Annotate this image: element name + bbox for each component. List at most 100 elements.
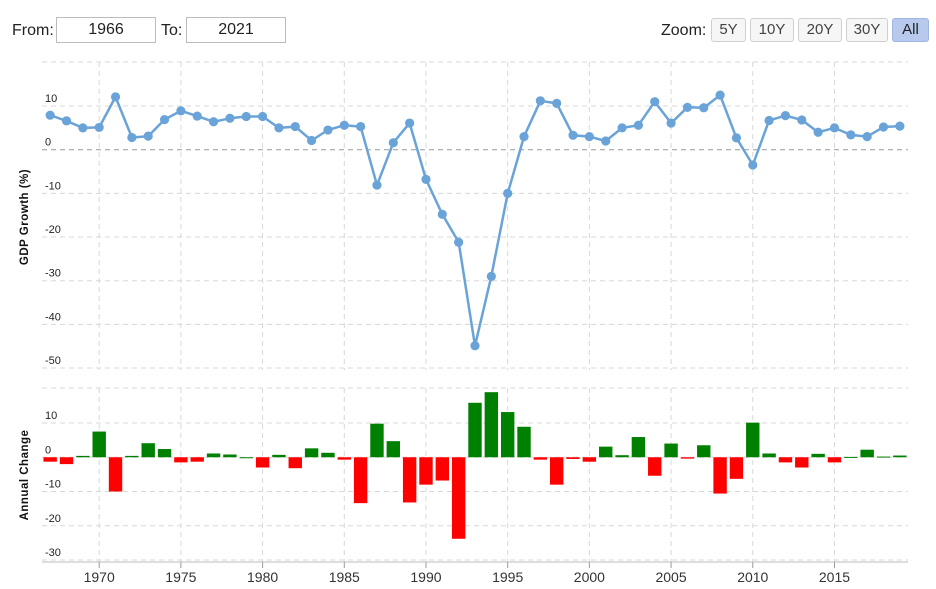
- gdp-growth-point: [862, 131, 872, 142]
- bar-panel-y-axis-title: Annual Change: [19, 430, 31, 521]
- annual-change-bar: [533, 457, 548, 460]
- annual-change-bar: [795, 457, 809, 468]
- gdp-growth-point: [552, 98, 562, 109]
- gdp-growth-point: [601, 136, 611, 146]
- annual-change-bar: [860, 449, 874, 458]
- annual-change-bar: [876, 456, 891, 458]
- gdp-growth-point: [813, 127, 823, 137]
- annual-change-bar: [76, 455, 90, 458]
- gdp-growth-point: [225, 113, 235, 123]
- annual-change-bar: [125, 455, 139, 458]
- annual-change-bar: [599, 446, 613, 458]
- annual-change-bar: [419, 457, 433, 485]
- annual-change-bar: [108, 457, 123, 492]
- to-label: To:: [161, 22, 183, 39]
- gdp-growth-point: [633, 120, 643, 130]
- annual-change-bar: [304, 448, 319, 458]
- gdp-growth-point: [94, 122, 104, 133]
- gdp-growth-point: [257, 111, 268, 122]
- annual-change-bar: [370, 423, 384, 458]
- annual-change-bar: [484, 392, 499, 458]
- gdp-growth-point: [584, 131, 594, 142]
- x-axis-tick-label: 2005: [655, 569, 686, 585]
- x-axis-tick-label: 2015: [819, 569, 850, 585]
- gdp-growth-point: [682, 102, 693, 112]
- gdp-growth-point: [290, 121, 300, 132]
- annual-change-bar: [648, 457, 662, 476]
- annual-change-bar: [190, 457, 204, 462]
- gdp-growth-point: [356, 121, 366, 132]
- annual-change-bar: [500, 412, 515, 458]
- annual-change-bar: [59, 457, 74, 465]
- line-panel-y-tick-label: -30: [45, 268, 61, 280]
- gdp-growth-point: [486, 271, 496, 281]
- annual-change-bar: [223, 454, 237, 458]
- from-date-input[interactable]: [56, 17, 156, 43]
- gdp-growth-point: [503, 188, 513, 198]
- annual-change-bar: [729, 457, 744, 479]
- zoom-5y-button[interactable]: 5Y: [711, 18, 746, 42]
- annual-change-bar: [566, 457, 580, 459]
- annual-change-bar: [746, 422, 760, 458]
- gdp-growth-point: [797, 115, 807, 125]
- x-axis-tick-label: 1990: [410, 569, 441, 585]
- gdp-growth-point: [61, 116, 72, 126]
- line-panel-y-tick-label: -40: [45, 311, 61, 323]
- bar-panel-y-tick-label: -20: [45, 513, 61, 525]
- gdp-growth-point: [454, 237, 464, 247]
- line-panel-y-tick-label: -20: [45, 224, 61, 236]
- gdp-growth-point: [780, 111, 791, 121]
- annual-change-bar: [239, 457, 253, 459]
- gdp-growth-point: [110, 92, 121, 102]
- x-axis-tick-label: 1980: [247, 569, 278, 585]
- gdp-growth-point: [829, 123, 840, 133]
- annual-change-bar: [713, 457, 727, 494]
- gdp-growth-point: [535, 96, 545, 106]
- annual-change-bar: [844, 456, 858, 458]
- line-panel-y-tick-label: -10: [45, 180, 61, 192]
- annual-change-bar: [386, 441, 401, 458]
- gdp-growth-point: [127, 132, 137, 143]
- gdp-growth-point: [372, 180, 382, 190]
- zoom-all-button[interactable]: All: [892, 18, 929, 42]
- annual-change-bar: [827, 457, 842, 463]
- annual-change-bar: [353, 457, 368, 504]
- gdp-growth-point: [846, 130, 856, 140]
- to-date-input[interactable]: [186, 17, 286, 43]
- annual-change-bar: [451, 457, 466, 539]
- annual-change-bar: [680, 457, 695, 459]
- annual-change-bar: [435, 457, 450, 481]
- gdp-growth-point: [895, 121, 905, 131]
- annual-change-bar: [157, 449, 172, 458]
- gdp-growth-point: [650, 97, 660, 107]
- annual-change-bar: [664, 443, 678, 458]
- zoom-10y-button[interactable]: 10Y: [750, 18, 794, 42]
- annual-change-bar: [43, 457, 57, 462]
- gdp-growth-point: [143, 131, 153, 141]
- annual-change-bar: [811, 453, 825, 458]
- gdp-growth-point: [208, 117, 219, 127]
- annual-change-bar: [337, 457, 351, 460]
- gdp-growth-point: [159, 114, 170, 125]
- annual-change-bar: [321, 452, 335, 458]
- x-axis-tick-label: 2010: [737, 569, 768, 585]
- gdp-growth-point: [388, 138, 398, 148]
- gdp-growth-point: [699, 103, 709, 113]
- annual-change-bar: [615, 455, 629, 458]
- gdp-growth-point: [715, 90, 725, 100]
- line-panel-y-axis-title: GDP Growth (%): [19, 169, 31, 265]
- annual-change-bar: [697, 445, 711, 458]
- gdp-growth-point: [764, 115, 774, 126]
- gdp-growth-point: [519, 131, 529, 142]
- gdp-growth-point: [339, 120, 349, 130]
- line-panel-y-tick-label: -50: [45, 355, 61, 367]
- x-axis-tick-label: 1970: [84, 569, 115, 585]
- annual-change-bar: [288, 457, 302, 469]
- gdp-growth-point: [666, 118, 676, 128]
- gdp-growth-point: [568, 130, 578, 140]
- gdp-growth-point: [323, 125, 333, 135]
- zoom-20y-button[interactable]: 20Y: [798, 18, 842, 42]
- zoom-30y-button[interactable]: 30Y: [846, 18, 888, 42]
- gdp-growth-point: [78, 123, 88, 133]
